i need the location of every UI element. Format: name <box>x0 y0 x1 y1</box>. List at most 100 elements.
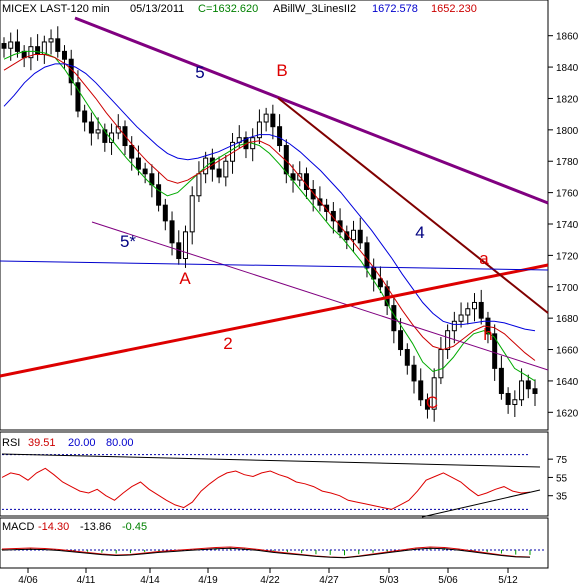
candle-body <box>431 377 437 410</box>
rsi-line <box>1 467 531 510</box>
candle-body <box>95 129 101 134</box>
wave-label: 4 <box>415 223 424 242</box>
candle-body <box>532 388 538 394</box>
rsi-title: RSI <box>2 437 20 449</box>
candle-body <box>270 113 276 128</box>
price-tick-label: 1760 <box>556 189 579 200</box>
rsi-tick-label: 35 <box>556 492 568 503</box>
candle-body <box>55 38 61 52</box>
wave-label: B <box>276 61 287 80</box>
x-tick-label: 4/22 <box>260 575 280 586</box>
candle-body <box>505 392 511 405</box>
macd-value-3: -0.45 <box>122 521 147 533</box>
candle-body <box>344 231 350 241</box>
candle-body <box>196 173 202 197</box>
rsi-trendline <box>421 489 541 518</box>
wave-label: A <box>179 269 191 288</box>
candle-body <box>478 301 484 319</box>
candle-body <box>498 367 504 394</box>
lower-value-label: 1652.230 <box>431 3 477 15</box>
axis-layer: 1860 1840 1820 1800 1780 1760 1740 1720 1700 1680… <box>18 32 578 586</box>
close-value-label: C=1632.620 <box>198 3 258 15</box>
wave-label: 5* <box>120 232 136 251</box>
candle-body <box>135 157 141 170</box>
rsi-tick-label: 75 <box>556 455 568 466</box>
macd-signal-line <box>1 547 531 559</box>
candle-body <box>182 231 188 260</box>
x-tick-label: 4/27 <box>319 575 339 586</box>
trendline <box>91 221 549 371</box>
moving-average-line <box>3 63 536 332</box>
candle-body <box>492 333 498 369</box>
candle-body <box>451 320 457 332</box>
x-tick-label: 4/19 <box>198 575 218 586</box>
indicator-label: ABillW_3LinesII2 <box>273 3 356 15</box>
macd-panel-frame <box>0 517 549 569</box>
price-tick-label: 1700 <box>556 283 579 294</box>
candle-body <box>424 399 430 410</box>
x-tick-label: 5/12 <box>498 575 518 586</box>
wave-label: 5 <box>195 63 204 82</box>
candle-body <box>438 349 444 379</box>
price-tick-label: 1660 <box>556 346 579 357</box>
moving-average-line <box>3 50 536 382</box>
trendline <box>277 97 549 314</box>
candle-body <box>48 38 54 43</box>
symbol-label: MICEX LAST-120 min <box>2 3 110 15</box>
candle-body <box>377 278 383 288</box>
candle-body <box>445 330 451 351</box>
candle-body <box>465 308 471 316</box>
price-panel-frame <box>0 0 549 431</box>
wave-label: 2 <box>223 334 232 353</box>
candle-body <box>519 380 525 401</box>
wave-label: h <box>483 325 492 344</box>
candle-body <box>317 198 323 206</box>
candle-body <box>310 188 316 200</box>
candle-body <box>351 229 357 241</box>
candle-body <box>88 121 94 134</box>
x-tick-label: 5/03 <box>379 575 399 586</box>
macd-value-1: -14.30 <box>38 521 69 533</box>
candle-body <box>216 168 222 178</box>
price-tick-label: 1680 <box>556 314 579 325</box>
macd-line <box>1 546 531 559</box>
rsi-low-level: 20.00 <box>68 437 96 449</box>
candle-body <box>472 301 478 310</box>
trendline <box>0 260 549 271</box>
candle-body <box>277 126 283 147</box>
candle-body <box>61 50 67 60</box>
x-tick-label: 4/14 <box>140 575 160 586</box>
macd-value-2: -13.86 <box>80 521 111 533</box>
candle-body <box>330 210 336 222</box>
candle-body <box>398 330 404 351</box>
candle-body <box>324 204 330 212</box>
wave-label: C <box>426 393 438 412</box>
rsi-layer <box>1 453 541 518</box>
candle-body <box>263 113 269 123</box>
candle-body <box>14 41 20 52</box>
upper-value-label: 1672.578 <box>372 3 418 15</box>
price-tick-label: 1780 <box>556 157 579 168</box>
candle-body <box>357 229 363 244</box>
rsi-tick-label: 55 <box>556 473 568 484</box>
macd-title: MACD <box>2 521 34 533</box>
price-layer: 5 B 5* A 2 4 a h C <box>0 16 549 422</box>
trendline <box>74 16 549 205</box>
candle-body <box>391 305 397 332</box>
price-tick-label: 1840 <box>556 63 579 74</box>
candle-body <box>75 82 81 112</box>
x-tick-label: 5/06 <box>438 575 458 586</box>
candle-body <box>223 160 229 178</box>
rsi-value: 39.51 <box>28 437 56 449</box>
price-tick-label: 1620 <box>556 408 579 419</box>
candle-body <box>525 380 531 390</box>
candle-body <box>142 168 148 175</box>
candle-body <box>102 129 108 143</box>
candle-body <box>418 380 424 401</box>
candle-body <box>129 145 135 159</box>
price-tick-label: 1800 <box>556 126 579 137</box>
candle-body <box>364 242 370 269</box>
wave-label: a <box>479 249 489 268</box>
date-label: 05/13/2011 <box>130 3 184 15</box>
